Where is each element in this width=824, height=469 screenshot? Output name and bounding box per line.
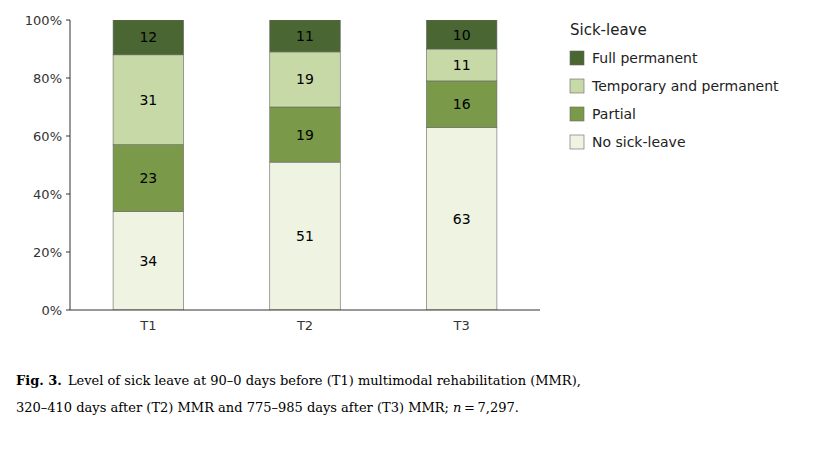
y-tick-label: 80%	[33, 71, 62, 86]
caption-italic: n	[453, 400, 461, 415]
caption-end: = 7,297.	[461, 400, 518, 415]
bar-segment	[426, 20, 497, 49]
data-label: 34	[139, 253, 157, 269]
y-tick	[66, 252, 70, 253]
caption: Fig. 3. Level of sick leave at 90–0 days …	[16, 373, 581, 415]
bar-segment	[113, 20, 184, 55]
bar-segment	[113, 55, 184, 145]
y-tick-label: 20%	[33, 245, 62, 260]
bar-segment	[270, 162, 341, 310]
bar-segment	[270, 107, 341, 162]
y-tick-label: 0%	[41, 303, 62, 318]
y-tick-label: 60%	[33, 129, 62, 144]
legend-label: No sick-leave	[592, 134, 686, 150]
data-label: 23	[139, 170, 157, 186]
data-label: 11	[453, 57, 471, 73]
legend-swatch	[570, 51, 584, 65]
data-label: 63	[453, 211, 471, 227]
data-labels: 34 51 63 23 19 16 31 19 11 12 11 10	[139, 27, 470, 269]
y-tick	[66, 194, 70, 195]
y-tick-label: 40%	[33, 187, 62, 202]
y-tick	[66, 20, 70, 21]
legend-label: Partial	[592, 106, 636, 122]
y-tick-label: 100%	[25, 13, 62, 28]
legend-title: Sick-leave	[570, 21, 647, 39]
legend-label: Temporary and permanent	[591, 78, 779, 94]
caption-text: Level of sick leave at 90–0 days before …	[68, 373, 581, 388]
data-label: 10	[453, 27, 471, 43]
bar-segment	[113, 145, 184, 212]
y-axis-line	[70, 20, 71, 310]
data-label: 31	[139, 92, 157, 108]
caption-bold: Fig. 3.	[16, 373, 62, 388]
caption-text: 320–410 days after (T2) MMR and 775–985 …	[16, 400, 453, 415]
x-tick-label: T2	[296, 318, 313, 333]
y-tick	[66, 310, 70, 311]
caption-line: Fig. 3. Level of sick leave at 90–0 days …	[16, 373, 581, 388]
bar-segment	[270, 52, 341, 107]
x-tick-label: T1	[139, 318, 156, 333]
x-tick-label: T3	[453, 318, 470, 333]
legend-label: Full permanent	[592, 50, 698, 66]
bar-segment	[426, 127, 497, 310]
bar-segment	[270, 20, 341, 52]
data-label: 16	[453, 96, 471, 112]
y-tick	[66, 78, 70, 79]
bars	[113, 20, 497, 310]
chart-svg: 3451632319163119111211100%20%40%60%80%10…	[0, 0, 824, 469]
data-label: 19	[296, 127, 314, 143]
data-label: 51	[296, 228, 314, 244]
bar-segment	[426, 81, 497, 127]
legend: Sick-leave Full permanent Temporary and pe…	[570, 21, 779, 150]
y-tick	[66, 136, 70, 137]
bar-segment	[113, 211, 184, 310]
caption-line: 320–410 days after (T2) MMR and 775–985 …	[16, 400, 519, 415]
data-label: 11	[296, 28, 314, 44]
data-label: 12	[139, 29, 157, 45]
bar-segment	[426, 49, 497, 81]
data-label: 19	[296, 71, 314, 87]
axes: 0% 20% 40% 60% 80% 100% T1 T2 T3	[25, 13, 540, 334]
legend-swatch	[570, 79, 584, 93]
chart-container: 3451632319163119111211100%20%40%60%80%10…	[0, 0, 824, 469]
legend-swatch	[570, 107, 584, 121]
x-axis-line	[70, 310, 540, 311]
legend-swatch	[570, 135, 584, 149]
